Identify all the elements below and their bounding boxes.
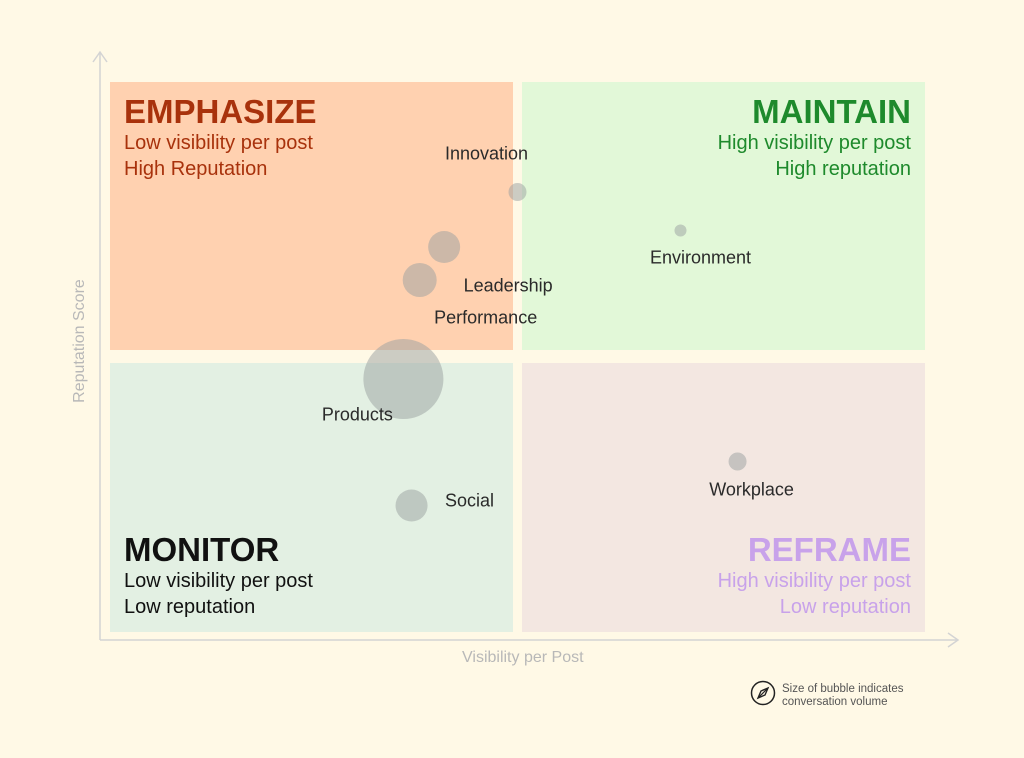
legend: Size of bubble indicates conversation vo… [750,680,903,711]
bubble-environment [674,224,687,237]
bubble-label: Workplace [709,479,794,499]
y-axis-label: Reputation Score [71,279,88,403]
bubble-label: Leadership [463,275,553,296]
x-axis [100,632,960,648]
quadrant-monitor: MONITOR Low visibility per post Low repu… [110,363,513,632]
quadrant-emphasize: EMPHASIZE Low visibility per post High R… [110,82,513,350]
compass-icon [750,680,776,711]
quadrant-reframe: REFRAME High visibility per post Low rep… [522,363,925,632]
quadrant-line: High Reputation [124,158,268,180]
quadrant-title: MAINTAIN [752,93,911,130]
quadrant-title: MONITOR [124,531,280,568]
quadrant-line: Low reputation [779,596,911,618]
quadrant-line: Low visibility per post [124,570,313,592]
quadrant-line: Low reputation [124,596,256,618]
x-axis-label: Visibility per Post [462,649,584,666]
y-axis [92,50,108,640]
quadrant-title: REFRAME [747,531,911,568]
bubble-label: Innovation [444,143,529,164]
quadrant-line: High visibility per post [717,132,911,154]
quadrant-line: High reputation [775,158,911,180]
quadrant-maintain: MAINTAIN High visibility per post High r… [522,82,925,350]
bubble-social [395,489,428,522]
bubble-leadership [428,231,461,263]
bubble-performance [402,263,437,297]
bubble-workplace [728,452,747,471]
bubble-label: Performance [434,307,538,328]
quadrant-title: EMPHASIZE [124,93,317,130]
bubble-label: Products [321,404,393,425]
quadrant-line: High visibility per post [717,570,911,592]
bubble-products [363,339,444,419]
bubble-label: Environment [649,247,752,267]
quadrant-line: Low visibility per post [124,132,313,154]
legend-line: conversation volume [782,695,888,708]
bubble-label: Social [445,490,495,510]
bubble-innovation [508,183,527,201]
legend-line: Size of bubble indicates [782,682,904,695]
